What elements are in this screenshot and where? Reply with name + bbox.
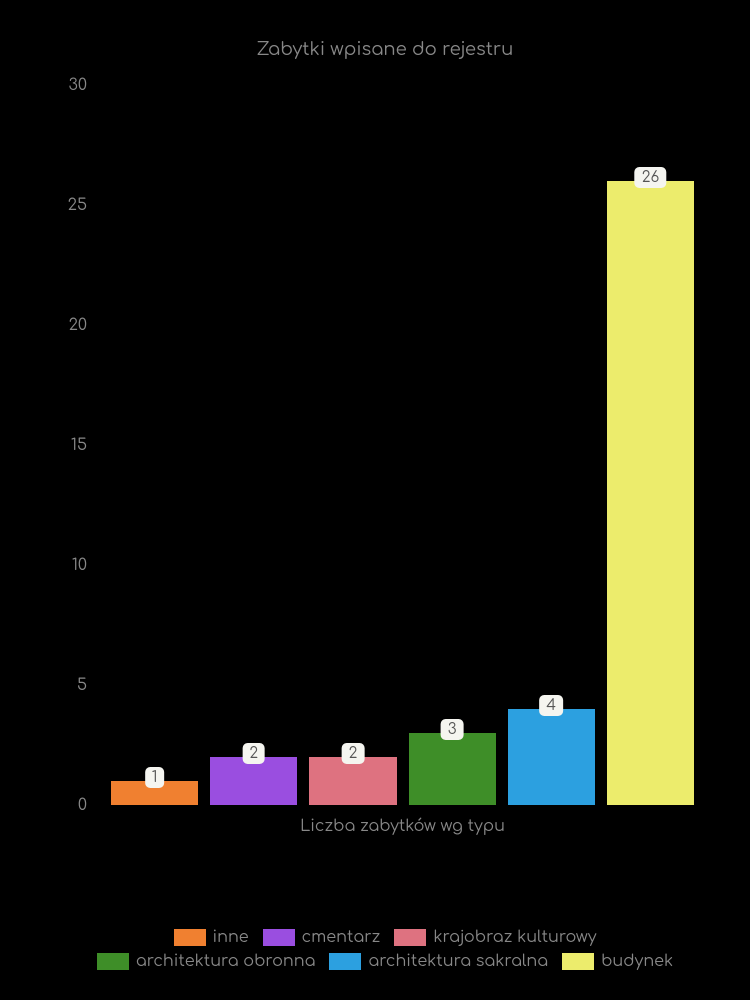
- legend-item: architektura sakralna: [329, 952, 548, 970]
- plot-area: 051015202530 1223426: [95, 85, 710, 805]
- bar: 4: [508, 709, 595, 805]
- bar-value-label: 26: [635, 167, 666, 188]
- legend-label: architektura obronna: [136, 952, 316, 970]
- legend-label: inne: [213, 928, 249, 946]
- bar-value-label: 2: [342, 743, 365, 764]
- y-tick: 5: [77, 676, 87, 694]
- bar-value-label: 3: [441, 719, 464, 740]
- legend-swatch: [329, 953, 361, 970]
- bar-wrapper: 2: [303, 85, 402, 805]
- legend-label: budynek: [601, 952, 673, 970]
- y-tick: 30: [69, 76, 88, 94]
- y-tick: 25: [68, 196, 87, 214]
- legend-swatch: [562, 953, 594, 970]
- legend-label: krajobraz kulturowy: [433, 928, 596, 946]
- legend-item: cmentarz: [263, 928, 381, 946]
- legend-item: budynek: [562, 952, 673, 970]
- y-axis: 051015202530: [60, 85, 95, 805]
- bar-value-label: 2: [242, 743, 265, 764]
- legend-swatch: [174, 929, 206, 946]
- bars-group: 1223426: [95, 85, 710, 805]
- legend-item: architektura obronna: [97, 952, 316, 970]
- y-tick: 0: [78, 796, 87, 814]
- legend-item: krajobraz kulturowy: [394, 928, 596, 946]
- legend-swatch: [97, 953, 129, 970]
- bar-wrapper: 1: [105, 85, 204, 805]
- bar: 3: [409, 733, 496, 805]
- bar-wrapper: 26: [601, 85, 700, 805]
- legend-swatch: [263, 929, 295, 946]
- bar: 2: [309, 757, 396, 805]
- bar: 26: [607, 181, 694, 805]
- x-axis-label: Liczba zabytków wg typu: [95, 817, 710, 835]
- bar: 1: [111, 781, 198, 805]
- legend-label: architektura sakralna: [368, 952, 548, 970]
- legend: inne cmentarz krajobraz kulturowy architekt…: [60, 928, 710, 970]
- bar-wrapper: 3: [403, 85, 502, 805]
- bar-value-label: 1: [145, 767, 165, 788]
- y-tick: 20: [69, 316, 87, 334]
- y-tick: 10: [72, 556, 87, 574]
- legend-label: cmentarz: [302, 928, 381, 946]
- legend-item: inne: [174, 928, 249, 946]
- bar-wrapper: 2: [204, 85, 303, 805]
- legend-swatch: [394, 929, 426, 946]
- chart-container: Zabytki wpisane do rejestru 0 5 10 15 20 25 30…: [60, 40, 710, 860]
- bar-wrapper: 4: [502, 85, 601, 805]
- chart-title: Zabytki wpisane do rejestru: [60, 40, 710, 60]
- bar-value-label: 4: [539, 695, 563, 716]
- y-tick: 15: [71, 436, 87, 454]
- bar: 2: [210, 757, 297, 805]
